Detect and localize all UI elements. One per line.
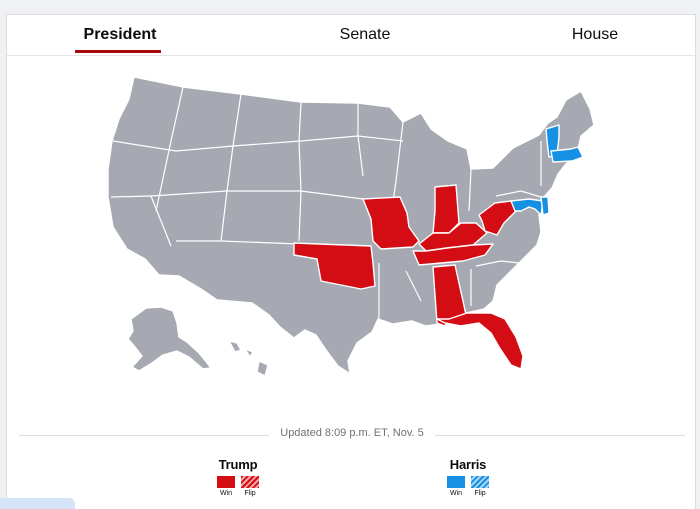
- updated-row: Updated 8:09 p.m. ET, Nov. 5: [19, 427, 685, 443]
- state-missouri: [362, 196, 420, 250]
- legend-trump-name: Trump: [218, 457, 258, 472]
- race-tabs: President Senate House: [7, 15, 695, 56]
- legend-harris: Harris Win Flip: [423, 457, 513, 497]
- harris-win-swatch: [447, 476, 465, 488]
- legend-trump: Trump Win Flip: [193, 457, 283, 497]
- hawaii: [228, 340, 269, 377]
- harris-win-label: Win: [449, 490, 463, 497]
- state-borders: [110, 86, 542, 319]
- us-election-map: [7, 55, 697, 425]
- state-florida: [436, 312, 524, 370]
- legend-harris-name: Harris: [449, 457, 487, 472]
- state-west-virginia: [478, 200, 517, 236]
- bottom-scroll-pill: [0, 498, 75, 509]
- trump-win-label: Win: [219, 490, 233, 497]
- state-tennessee: [412, 243, 494, 266]
- trump-win-swatch: [217, 476, 235, 488]
- updated-timestamp: Updated 8:09 p.m. ET, Nov. 5: [19, 427, 685, 439]
- harris-states: [510, 124, 584, 216]
- tab-senate[interactable]: Senate: [339, 26, 391, 43]
- trump-states: [293, 184, 524, 370]
- state-delaware: [540, 196, 550, 216]
- harris-flip-swatch: [471, 476, 489, 488]
- state-indiana: [432, 184, 460, 234]
- tab-house[interactable]: House: [571, 26, 619, 43]
- active-tab-indicator: [75, 50, 161, 53]
- state-oklahoma: [293, 242, 376, 290]
- trump-flip-label: Flip: [244, 490, 256, 497]
- divider-right: [435, 435, 685, 436]
- state-maryland: [510, 198, 544, 216]
- divider-left: [19, 435, 269, 436]
- state-massachusetts: [550, 146, 584, 163]
- alaska: [127, 306, 212, 372]
- results-card: President Senate House: [6, 14, 696, 509]
- harris-flip-label: Flip: [474, 490, 486, 497]
- contiguous-us-base: [107, 76, 595, 375]
- tab-president[interactable]: President: [83, 26, 157, 43]
- trump-flip-swatch: [241, 476, 259, 488]
